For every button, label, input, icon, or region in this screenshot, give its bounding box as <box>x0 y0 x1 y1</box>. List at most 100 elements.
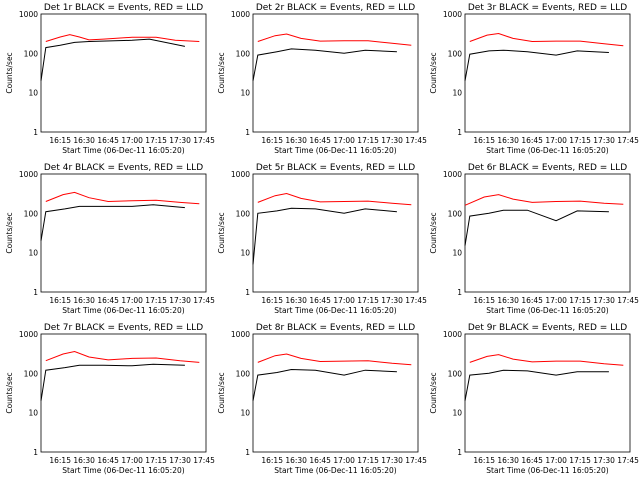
event-rate-series-line <box>40 363 185 401</box>
x-tick-label: 16:45 <box>521 296 543 305</box>
x-tick-label: 17:30 <box>169 136 191 145</box>
plot-frame <box>464 173 631 293</box>
y-axis-label: Counts/sec <box>5 212 14 253</box>
lld-rate-series-line <box>45 34 200 42</box>
y-tick-label: 1000 <box>231 330 250 339</box>
x-tick-label: 16:30 <box>285 136 307 145</box>
y-tick-label: 1000 <box>19 170 38 179</box>
plot-frame <box>40 333 207 453</box>
y-tick-label: 10 <box>240 409 250 418</box>
x-tick-label: 16:15 <box>473 136 495 145</box>
y-tick-label: 100 <box>448 49 463 58</box>
x-tick-label: 17:00 <box>121 456 143 465</box>
y-tick-label: 100 <box>236 369 251 378</box>
lld-rate-series-line <box>257 353 412 366</box>
x-tick-label: 17:45 <box>193 136 215 145</box>
x-axis-label: Start Time (06-Dec-11 16:05:20) <box>62 306 184 315</box>
y-tick-label: 10 <box>452 249 462 258</box>
x-tick-label: 17:30 <box>593 136 615 145</box>
x-tick-label: 17:15 <box>357 456 379 465</box>
x-tick-label: 17:15 <box>357 296 379 305</box>
x-tick-label: 17:00 <box>121 296 143 305</box>
x-tick-label: 17:30 <box>381 296 403 305</box>
y-tick-label: 1000 <box>19 330 38 339</box>
x-tick-label: 17:30 <box>381 136 403 145</box>
y-axis-label: Counts/sec <box>5 372 14 413</box>
event-rate-series-line <box>252 207 397 265</box>
x-tick-label: 17:45 <box>617 456 639 465</box>
y-axis-label: Counts/sec <box>429 372 438 413</box>
x-tick-label: 17:00 <box>333 296 355 305</box>
event-rate-series-line <box>40 204 185 241</box>
plot-frame <box>464 333 631 453</box>
y-tick-label: 10 <box>240 89 250 98</box>
plot-frame <box>252 333 419 453</box>
x-tick-label: 16:30 <box>73 136 95 145</box>
x-tick-label: 17:30 <box>593 456 615 465</box>
x-tick-label: 16:45 <box>97 296 119 305</box>
y-axis-label: Counts/sec <box>5 52 14 93</box>
y-tick-label: 1 <box>33 448 38 457</box>
panel-title: Det 6r BLACK = Events, RED = LLD <box>468 163 627 173</box>
y-tick-label: 1 <box>457 128 462 137</box>
x-tick-label: 16:45 <box>309 136 331 145</box>
x-tick-label: 17:30 <box>169 296 191 305</box>
x-tick-label: 17:00 <box>121 136 143 145</box>
x-tick-label: 16:30 <box>285 456 307 465</box>
x-axis-label: Start Time (06-Dec-11 16:05:20) <box>486 146 608 155</box>
plot-frame <box>464 13 631 133</box>
x-tick-label: 17:00 <box>545 296 567 305</box>
panel-title: Det 9r BLACK = Events, RED = LLD <box>468 323 627 333</box>
x-tick-label: 16:30 <box>73 296 95 305</box>
y-axis-label: Counts/sec <box>217 372 226 413</box>
y-tick-label: 10 <box>452 409 462 418</box>
y-tick-label: 1 <box>33 128 38 137</box>
x-tick-label: 17:15 <box>569 136 591 145</box>
y-axis-label: Counts/sec <box>429 52 438 93</box>
y-tick-label: 100 <box>24 369 39 378</box>
y-axis-label: Counts/sec <box>429 212 438 253</box>
event-rate-series-line <box>252 368 397 401</box>
lld-rate-series-line <box>257 33 412 46</box>
y-tick-label: 1000 <box>443 10 462 19</box>
x-tick-label: 17:00 <box>545 136 567 145</box>
x-tick-label: 17:30 <box>593 296 615 305</box>
plot-frame <box>252 13 419 133</box>
panel-title: Det 1r BLACK = Events, RED = LLD <box>44 3 203 13</box>
x-tick-label: 17:45 <box>405 136 427 145</box>
x-tick-label: 17:45 <box>405 296 427 305</box>
x-tick-label: 17:45 <box>617 296 639 305</box>
y-tick-label: 1 <box>457 448 462 457</box>
x-tick-label: 17:45 <box>405 456 427 465</box>
x-tick-label: 17:30 <box>381 456 403 465</box>
plot-frame <box>252 173 419 293</box>
x-axis-label: Start Time (06-Dec-11 16:05:20) <box>274 306 396 315</box>
plot-frame <box>40 13 207 133</box>
panel-title: Det 8r BLACK = Events, RED = LLD <box>256 323 415 333</box>
x-tick-label: 16:30 <box>285 296 307 305</box>
panel-title: Det 3r BLACK = Events, RED = LLD <box>468 3 627 13</box>
event-rate-series-line <box>40 38 186 81</box>
y-tick-label: 1000 <box>443 170 462 179</box>
x-tick-label: 16:30 <box>497 136 519 145</box>
y-axis-label: Counts/sec <box>217 52 226 93</box>
x-tick-label: 17:15 <box>145 296 167 305</box>
x-tick-label: 17:15 <box>145 136 167 145</box>
y-tick-label: 100 <box>448 209 463 218</box>
lld-rate-series-line <box>469 32 624 47</box>
chart-panel-8: Det 8r BLACK = Events, RED = LLD 16:15 16:… <box>217 323 427 475</box>
x-tick-label: 16:15 <box>261 456 283 465</box>
panel-title: Det 4r BLACK = Events, RED = LLD <box>44 163 203 173</box>
x-tick-label: 16:45 <box>521 456 543 465</box>
y-tick-label: 1 <box>245 288 250 297</box>
x-axis-label: Start Time (06-Dec-11 16:05:20) <box>274 466 396 475</box>
y-tick-label: 1000 <box>231 10 250 19</box>
panel-title: Det 5r BLACK = Events, RED = LLD <box>256 163 415 173</box>
y-tick-label: 1 <box>457 288 462 297</box>
